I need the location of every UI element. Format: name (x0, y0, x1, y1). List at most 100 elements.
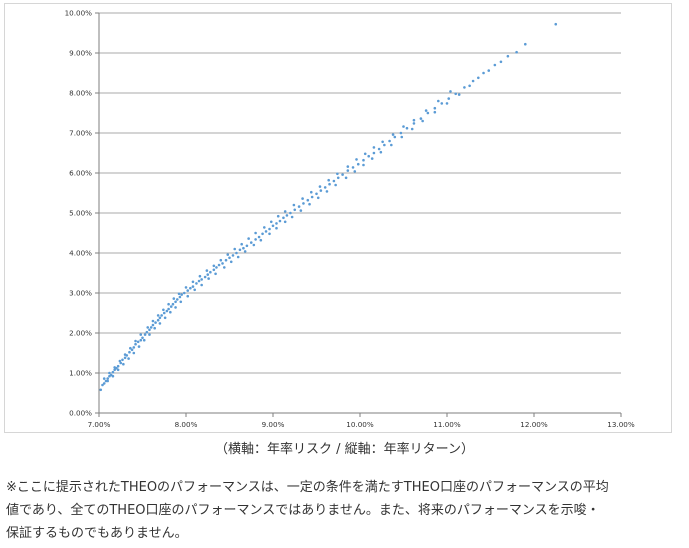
data-point (297, 205, 301, 208)
data-point (132, 346, 136, 349)
data-point (400, 135, 404, 139)
data-point (111, 374, 115, 378)
data-point (224, 258, 228, 262)
y-tick-label: 1.00% (69, 369, 92, 378)
data-point (362, 158, 365, 162)
data-point (254, 231, 257, 235)
data-point (205, 269, 209, 272)
data-point (189, 286, 192, 290)
data-point (353, 170, 357, 173)
data-point (363, 152, 367, 156)
data-point (328, 182, 331, 186)
data-point (139, 333, 143, 336)
gridlines (99, 12, 621, 374)
data-point (221, 262, 224, 265)
data-point (419, 117, 423, 120)
y-tick-label: 3.00% (69, 289, 92, 298)
data-point (334, 183, 337, 187)
data-point (203, 275, 207, 279)
data-point (379, 150, 383, 154)
data-point (116, 364, 120, 368)
data-point (346, 169, 350, 172)
data-point (219, 258, 223, 262)
data-point (426, 111, 430, 115)
data-point (283, 220, 287, 224)
data-point (108, 371, 111, 375)
data-point (421, 119, 424, 123)
data-point (252, 243, 256, 247)
y-tick-label: 6.00% (69, 169, 92, 178)
data-point (437, 99, 440, 103)
data-point (477, 76, 480, 80)
y-tick-label: 9.00% (69, 49, 92, 58)
data-point (457, 93, 461, 96)
data-point (308, 202, 311, 206)
data-point (106, 377, 109, 380)
data-point (402, 125, 405, 128)
data-point (263, 226, 266, 229)
data-point (214, 272, 217, 276)
data-point (355, 158, 358, 161)
data-point (433, 106, 437, 110)
data-point (134, 342, 137, 346)
data-point (283, 210, 287, 213)
data-point (440, 102, 444, 105)
data-point (113, 368, 116, 372)
data-point (165, 309, 169, 313)
disclaimer-note: ※ここに提示されたTHEOのパフォーマンスは、一定の条件を満たすTHEO口座のパ… (6, 480, 609, 541)
data-point (206, 273, 210, 276)
y-tick-label: 5.00% (69, 209, 92, 218)
data-point (482, 71, 485, 75)
data-point (186, 294, 190, 298)
data-point (176, 298, 179, 301)
axes (95, 12, 622, 417)
data-point (381, 140, 384, 144)
data-point (191, 285, 195, 288)
data-point (319, 189, 323, 192)
data-point (233, 247, 237, 251)
data-point (383, 143, 386, 147)
data-point (242, 246, 245, 250)
data-point (151, 323, 155, 327)
data-point (141, 336, 144, 340)
data-point (390, 143, 393, 147)
data-point (182, 291, 186, 295)
data-point (282, 216, 285, 220)
data-point (111, 370, 115, 374)
data-points (99, 22, 558, 392)
data-point (143, 333, 147, 336)
data-point (259, 238, 263, 242)
data-point (424, 109, 428, 112)
data-point (344, 176, 348, 180)
data-point (116, 368, 120, 372)
data-point (156, 314, 160, 317)
data-point (119, 361, 123, 365)
data-point (179, 300, 183, 304)
data-point (128, 350, 131, 354)
data-point (149, 326, 153, 329)
y-tick-label: 7.00% (69, 129, 92, 138)
data-point (122, 362, 125, 366)
data-point (269, 220, 273, 224)
data-point (171, 302, 175, 306)
data-point (207, 277, 210, 280)
data-point (372, 146, 376, 149)
data-point (139, 338, 143, 342)
y-tick-label: 10.00% (65, 9, 93, 18)
data-point (142, 338, 146, 342)
data-point (391, 133, 395, 136)
data-point (180, 293, 183, 296)
data-point (169, 310, 172, 314)
data-point (240, 242, 243, 246)
data-point (306, 198, 310, 202)
data-point (377, 147, 381, 151)
data-point (257, 235, 261, 239)
data-point (217, 263, 221, 267)
x-tick-labels: 7.00% 8.00% 9.00% 10.00% 11.00% 12.00% 13.00% (88, 420, 635, 429)
data-point (445, 102, 449, 105)
y-tick-label: 0.00% (69, 409, 92, 418)
y-tick-label: 8.00% (69, 89, 92, 98)
data-point (137, 345, 141, 348)
data-point (405, 126, 409, 130)
data-point (447, 97, 451, 100)
